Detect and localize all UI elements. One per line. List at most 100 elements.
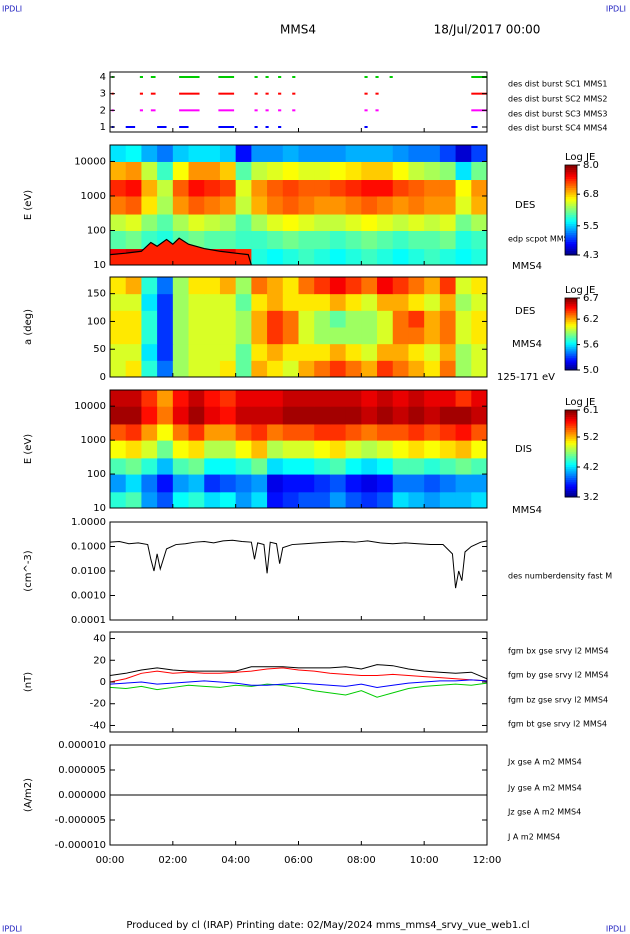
colorbar-frame [564, 164, 578, 256]
spectrogram-cell [377, 390, 394, 407]
y-tick-label: -0.000010 [55, 840, 106, 851]
spectrogram-cell [235, 145, 252, 162]
spectrogram-cell [141, 327, 158, 345]
spectrogram-cell [141, 360, 158, 377]
colorbar-segment [565, 332, 577, 335]
spectrogram-cell [377, 195, 394, 215]
y-tick-label: 4 [100, 72, 106, 83]
burst-interval [179, 126, 189, 128]
spectrogram-cell [392, 440, 409, 459]
colorbar-segment [565, 178, 577, 182]
x-tick-label: 12:00 [473, 855, 502, 866]
spectrogram-cell [219, 195, 237, 215]
burst-interval [254, 92, 258, 95]
legend-label: des dist burst SC4 MMS4 [508, 124, 607, 133]
spectrogram-cell [125, 179, 142, 197]
burst-interval [471, 126, 478, 128]
colorbar-segment [565, 210, 577, 213]
spectrogram-cell [298, 440, 315, 459]
colorbar-segment [565, 473, 577, 476]
spectrogram-cell [424, 277, 441, 295]
spectrogram-cell [392, 248, 409, 265]
spectrogram-cell [329, 214, 347, 231]
spectrogram-cell [125, 310, 142, 328]
spectrogram-cell [314, 195, 331, 215]
spectrogram-cell [314, 310, 331, 328]
spectrogram-cell [110, 230, 127, 250]
colorbar-segment [565, 237, 577, 240]
y-tick-label: 40 [93, 634, 106, 645]
spectrogram-cell [471, 161, 487, 181]
spectrogram-cell [392, 327, 409, 345]
colorbar-segment [565, 462, 577, 465]
spectrogram-cell [439, 406, 457, 425]
colorbar-segment [565, 453, 577, 457]
spectrogram-cell [219, 360, 237, 377]
legend-label: J A m2 MMS4 [507, 833, 560, 842]
spectrogram-cell [314, 277, 331, 295]
spectrogram-cell [298, 457, 315, 475]
spectrogram-cell [172, 343, 190, 361]
spectrogram-cell [188, 360, 205, 377]
spectrogram-cell [408, 406, 425, 425]
colorbar-segment [565, 303, 577, 306]
colorbar-segment [565, 176, 577, 179]
spectrogram-cell [251, 474, 268, 493]
spectrogram-cell [188, 277, 205, 295]
spectrogram-cell [267, 248, 284, 265]
burst-interval [364, 109, 368, 112]
spectrogram-cell [157, 390, 174, 407]
burst-interval [278, 109, 282, 112]
spectrogram-cell [141, 440, 158, 459]
spectrogram-cell [141, 179, 158, 197]
spectrogram-cell [408, 161, 425, 181]
colorbar-segment [565, 412, 577, 415]
spectrogram-cell [455, 161, 472, 181]
colorbar-segment [565, 314, 577, 317]
spectrogram-cell [314, 440, 331, 459]
colorbar-segment [565, 341, 577, 344]
burst-interval [218, 126, 235, 128]
spectrogram-cell [267, 327, 284, 345]
colorbar-segment [565, 359, 577, 362]
spectrogram-cell [282, 406, 299, 425]
spectrogram-cell [282, 277, 299, 295]
spectrogram-cell [235, 179, 252, 197]
colorbar-segment [565, 337, 577, 340]
spectrogram-cell [439, 293, 457, 311]
spectrogram-cell [125, 474, 142, 493]
spectrogram-cell [188, 214, 205, 231]
spectrogram-cell [455, 195, 472, 215]
spectrogram-cell [267, 214, 284, 231]
spectrogram-cell [157, 343, 174, 361]
spectrogram-cell [251, 230, 268, 250]
burst-interval [157, 126, 167, 128]
y-tick-label: 1 [100, 122, 106, 133]
spectrogram-cell [125, 360, 142, 377]
spectrogram-cell [345, 248, 362, 265]
spectrogram-cell [329, 145, 347, 162]
burst-interval [125, 126, 136, 128]
spectrogram-cell [439, 145, 457, 162]
burst-interval [265, 109, 269, 112]
burst-interval [364, 92, 368, 95]
spectrogram-cell [125, 440, 142, 459]
colorbar-segment [565, 425, 577, 428]
spectrogram-cell [235, 406, 252, 425]
colorbar-segment [565, 436, 577, 439]
colorbar-tick-label: 6.2 [583, 314, 599, 325]
spectrogram-cell [251, 161, 268, 181]
spectrogram-cell [251, 277, 268, 295]
spectrogram-cell [141, 195, 158, 215]
colorbar-tick-label: 6.8 [583, 189, 599, 200]
colorbar-segment [565, 205, 577, 209]
spectrogram-cell [172, 406, 190, 425]
spectrogram-cell [110, 214, 127, 231]
spectrogram-cell [298, 491, 315, 508]
spectrogram-cell [235, 491, 252, 508]
spectrogram-cell [110, 343, 127, 361]
spectrogram-cell [157, 195, 174, 215]
overlay-label: edp scpot MMS4 [508, 235, 574, 244]
series-line [110, 679, 487, 688]
spectrogram-cell [345, 230, 362, 250]
